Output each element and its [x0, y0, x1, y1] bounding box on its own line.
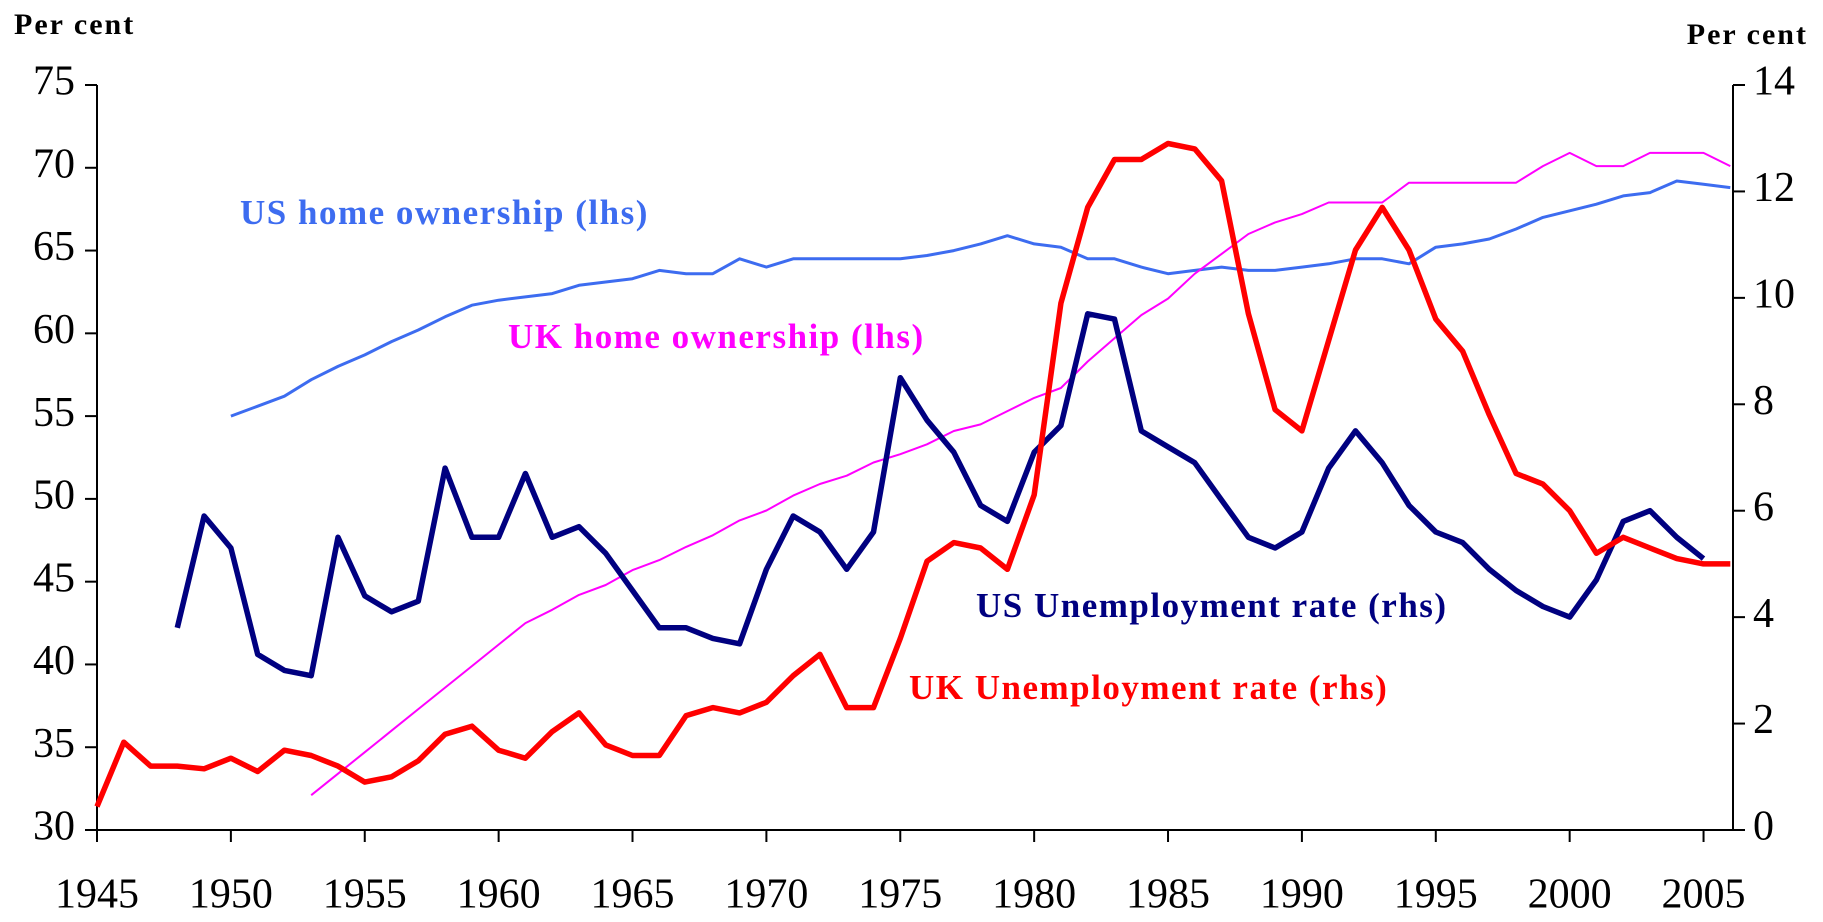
- data-line: [174, 311, 1706, 679]
- y2-axis-label: Per cent: [1687, 18, 1808, 51]
- series-label: UK Unemployment rate (rhs): [909, 668, 1388, 707]
- x-tick-label: 1995: [1394, 872, 1478, 918]
- x-tick-label: 1975: [858, 872, 942, 918]
- y-tick-label: 60: [33, 307, 75, 353]
- x-tick-label: 1955: [323, 872, 407, 918]
- y-tick-label: 65: [33, 224, 75, 270]
- y2-tick-label: 14: [1753, 59, 1795, 105]
- y2-tick-label: 4: [1753, 591, 1774, 637]
- y-tick-label: 55: [33, 390, 75, 436]
- y-tick-label: 45: [33, 555, 75, 601]
- data-line: [310, 151, 1731, 796]
- y-tick-label: 50: [33, 473, 75, 519]
- x-tick-label: 1990: [1260, 872, 1344, 918]
- x-tick-label: 2005: [1662, 872, 1746, 918]
- y-tick-label: 35: [33, 721, 75, 767]
- y2-tick-label: 10: [1753, 271, 1795, 317]
- y2-tick-label: 2: [1753, 697, 1774, 743]
- y2-tick-label: 12: [1753, 165, 1795, 211]
- y-tick-label: 75: [33, 59, 75, 105]
- x-tick-label: 1965: [591, 872, 675, 918]
- x-tick-label: 2000: [1528, 872, 1612, 918]
- data-line: [94, 140, 1731, 808]
- x-tick-label: 1985: [1126, 872, 1210, 918]
- y-axis-label: Per cent: [14, 8, 135, 41]
- series-label: UK home ownership (lhs): [508, 317, 925, 356]
- series-label: US Unemployment rate (rhs): [976, 586, 1448, 625]
- y2-tick-label: 8: [1753, 378, 1774, 424]
- y2-tick-label: 6: [1753, 484, 1774, 530]
- y-tick-label: 40: [33, 638, 75, 684]
- x-tick-label: 1945: [55, 872, 139, 918]
- y2-tick-label: 0: [1753, 804, 1774, 850]
- x-tick-label: 1970: [724, 872, 808, 918]
- y-tick-label: 70: [33, 141, 75, 187]
- data-line: [230, 179, 1731, 418]
- x-tick-label: 1950: [189, 872, 273, 918]
- x-tick-label: 1980: [992, 872, 1076, 918]
- y-tick-label: 30: [33, 804, 75, 850]
- series-label: US home ownership (lhs): [240, 193, 649, 232]
- x-tick-label: 1960: [457, 872, 541, 918]
